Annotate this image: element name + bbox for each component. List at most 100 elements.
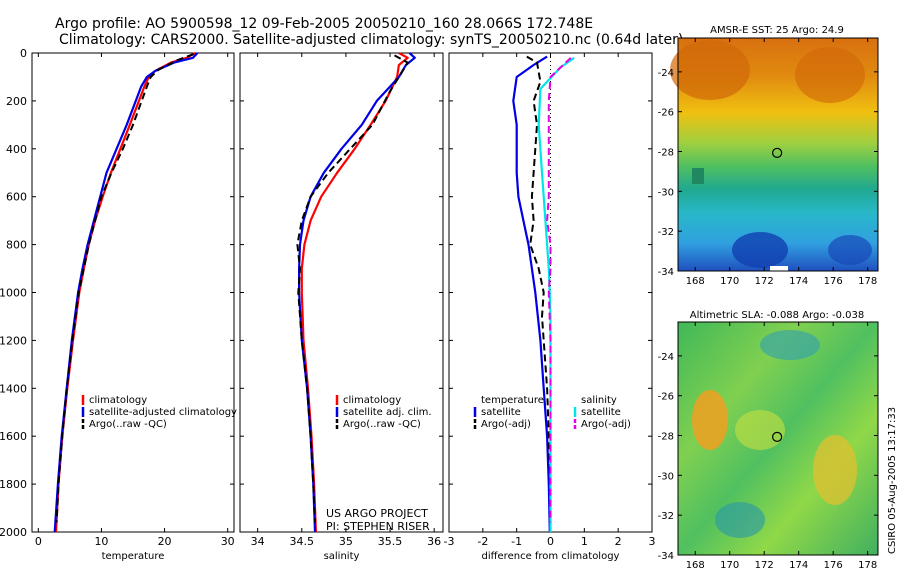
sla-map: Altimetric SLA: -0.088 Argo: -0.038 168 1… [658, 310, 879, 571]
map-y-tick-label: -34 [658, 267, 674, 278]
plot-frame [239, 52, 444, 533]
y-tick-label: 1800 [0, 478, 27, 491]
sst-missing-cell [692, 168, 704, 184]
x-tick-label: 20 [158, 535, 172, 548]
map-x-tick-label: 174 [789, 276, 808, 287]
project-pi: PI: STEPHEN RISER [326, 520, 430, 533]
x-tick-label: -1 [511, 535, 522, 548]
x-tick-label: 34.5 [290, 535, 315, 548]
sla-low-patch [715, 502, 765, 538]
map-x-tick-label: 168 [686, 560, 705, 571]
salinity-panel: 34 34.5 35 35.5 36 salinity climatologysatelli… [239, 52, 444, 562]
x-tick-label: 1 [581, 535, 588, 548]
project-name: US ARGO PROJECT [326, 507, 428, 520]
sla-map-frame [677, 321, 879, 556]
x-tick-label: 34 [251, 535, 265, 548]
map-x-tick-label: 174 [789, 560, 808, 571]
sst-map-frame [677, 37, 879, 272]
map-y-tick-label: -30 [658, 471, 674, 482]
y-tick-label: 600 [6, 191, 27, 204]
map-y-tick-label: -32 [658, 511, 674, 522]
map-y-tick-label: -24 [658, 68, 674, 79]
series-line [526, 55, 552, 523]
y-tick-label: 1600 [0, 430, 27, 443]
series-line [55, 53, 194, 523]
x-tick-label: -3 [444, 535, 455, 548]
sst-missing-cell [770, 266, 788, 271]
x-axis-label: difference from climatology [482, 551, 620, 562]
y-tick-label: 200 [6, 95, 27, 108]
legend-label: climatology [89, 395, 147, 406]
map-x-tick-label: 176 [824, 560, 843, 571]
legend-label: Argo(-adj) [481, 419, 531, 430]
x-tick-label: 36 [427, 535, 441, 548]
sst-map: AMSR-E SST: 25 Argo: 24.9 168 170 172 174 17… [658, 25, 879, 287]
x-tick-label: 10 [94, 535, 108, 548]
x-tick-label: 2 [615, 535, 622, 548]
y-tick-label: 800 [6, 239, 27, 252]
map-x-tick-label: 168 [686, 276, 705, 287]
map-x-tick-label: 172 [755, 276, 774, 287]
legend-label: Argo(-adj) [581, 419, 631, 430]
legend-label: Argo(..raw -QC) [343, 419, 421, 430]
sla-high-patch [692, 390, 728, 450]
map-x-tick-label: 178 [858, 276, 877, 287]
map-x-tick-label: 172 [755, 560, 774, 571]
x-tick-label: -2 [477, 535, 488, 548]
map-x-tick-label: 178 [858, 560, 877, 571]
map-y-tick-label: -28 [658, 148, 674, 159]
sst-map-title: AMSR-E SST: 25 Argo: 24.9 [710, 25, 844, 36]
map-y-tick-label: -24 [658, 352, 674, 363]
x-tick-label: 35.5 [378, 535, 403, 548]
footer-timestamp: CSIRO 05-Aug-2005 13:17:33 [887, 407, 898, 554]
sla-low-patch [760, 330, 820, 360]
y-tick-label: 2000 [0, 526, 27, 539]
map-y-tick-label: -28 [658, 432, 674, 443]
sst-warm-patch [795, 47, 865, 103]
x-tick-label: 35 [339, 535, 353, 548]
figure-title-line2: Climatology: CARS2000. Satellite-adjuste… [59, 32, 683, 48]
legend-label: satellite [581, 407, 621, 418]
float-location-marker [772, 431, 783, 443]
sla-map-ticks: 168 170 172 174 176 178 -24 -26 -28 -30 -32 -34 [658, 322, 878, 571]
x-axis-label: temperature [102, 551, 165, 562]
float-location-marker [772, 147, 783, 159]
y-tick-label: 0 [20, 47, 27, 60]
sst-warm-patch [670, 40, 750, 100]
x-tick-label: 3 [649, 535, 656, 548]
y-tick-label: 1400 [0, 382, 27, 395]
x-tick-label: 0 [547, 535, 554, 548]
series-line [53, 52, 199, 533]
legend-label: salinity [581, 395, 617, 406]
x-tick-label: 30 [221, 535, 235, 548]
figure-title-line1: Argo profile: AO 5900598_12 09-Feb-2005 … [55, 16, 593, 32]
temperature-panel: 0 10 20 30 0 200 400 600 800 1000 1200 1400 1600 1800… [0, 47, 237, 562]
map-x-tick-label: 176 [824, 276, 843, 287]
map-y-tick-label: -26 [658, 108, 674, 119]
y-tick-label: 1200 [0, 334, 27, 347]
difference-panel: -3 -2 -1 0 1 2 3 difference from climatology tem… [444, 52, 656, 562]
sla-high-patch [813, 435, 857, 505]
x-axis-label: salinity [324, 551, 360, 562]
y-tick-label: 1000 [0, 287, 27, 300]
legend-label: satellite [481, 407, 521, 418]
series-line [296, 54, 409, 523]
sst-cold-patch [732, 232, 788, 268]
series-line [546, 57, 572, 523]
legend-label: climatology [343, 395, 401, 406]
plot-frame [31, 52, 235, 533]
map-y-tick-label: -34 [658, 551, 674, 562]
map-y-tick-label: -26 [658, 392, 674, 403]
x-tick-label: 0 [35, 535, 42, 548]
map-y-tick-label: -32 [658, 227, 674, 238]
legend-label: satellite-adjusted climatology [89, 407, 237, 418]
sla-map-title: Altimetric SLA: -0.088 Argo: -0.038 [690, 310, 865, 321]
map-x-tick-label: 170 [720, 560, 739, 571]
series-line [512, 55, 551, 533]
sst-cold-patch [828, 235, 872, 265]
legend-label: Argo(..raw -QC) [89, 419, 167, 430]
sst-map-ticks: 168 170 172 174 176 178 -24 -26 -28 -30 -32 -34 [658, 38, 878, 287]
map-x-tick-label: 170 [720, 276, 739, 287]
legend-label: satellite adj. clim. [343, 407, 432, 418]
